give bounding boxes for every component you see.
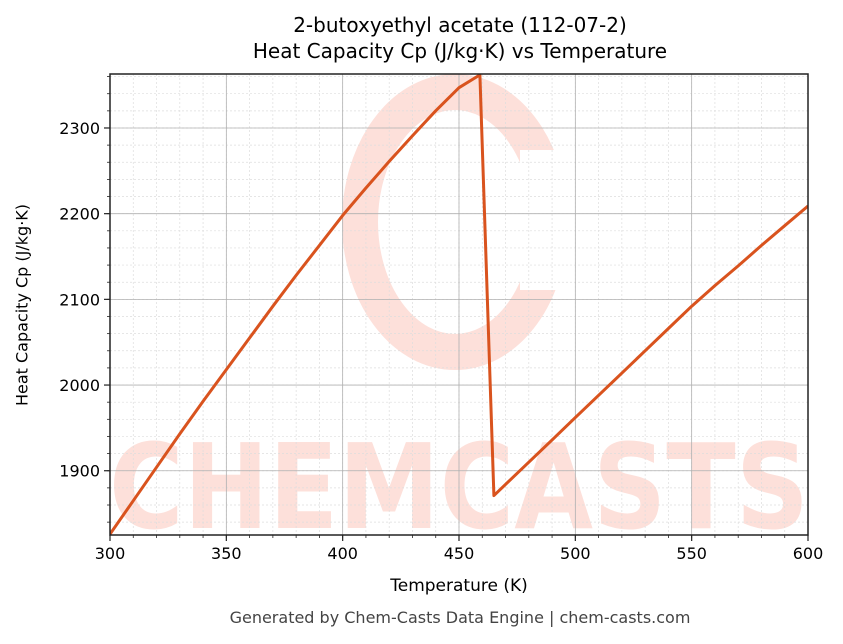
svg-text:2300: 2300: [59, 119, 100, 138]
svg-text:350: 350: [211, 544, 242, 563]
svg-text:2000: 2000: [59, 376, 100, 395]
y-tick-labels: 1900 2000 2100 2200 2300: [59, 119, 100, 481]
y-axis-label: Heat Capacity Cp (J/kg·K): [12, 203, 32, 407]
heat-capacity-line: [110, 74, 808, 535]
svg-text:450: 450: [444, 544, 475, 563]
svg-text:600: 600: [793, 544, 824, 563]
svg-text:500: 500: [560, 544, 591, 563]
x-axis-label: Temperature (K): [390, 576, 528, 596]
svg-text:2100: 2100: [59, 290, 100, 309]
svg-text:1900: 1900: [59, 462, 100, 481]
x-tick-labels: 300 350 400 450 500 550 600: [95, 544, 824, 563]
svg-text:300: 300: [95, 544, 126, 563]
chart-title-line2: Heat Capacity Cp (J/kg·K) vs Temperature: [252, 39, 668, 63]
chart-title-line1: 2-butoxyethyl acetate (112-07-2): [293, 13, 627, 37]
svg-text:2200: 2200: [59, 205, 100, 224]
footer-credit: Generated by Chem-Casts Data Engine | ch…: [229, 608, 691, 627]
svg-text:400: 400: [327, 544, 358, 563]
svg-text:550: 550: [676, 544, 707, 563]
axis-ticks: [104, 76, 809, 541]
